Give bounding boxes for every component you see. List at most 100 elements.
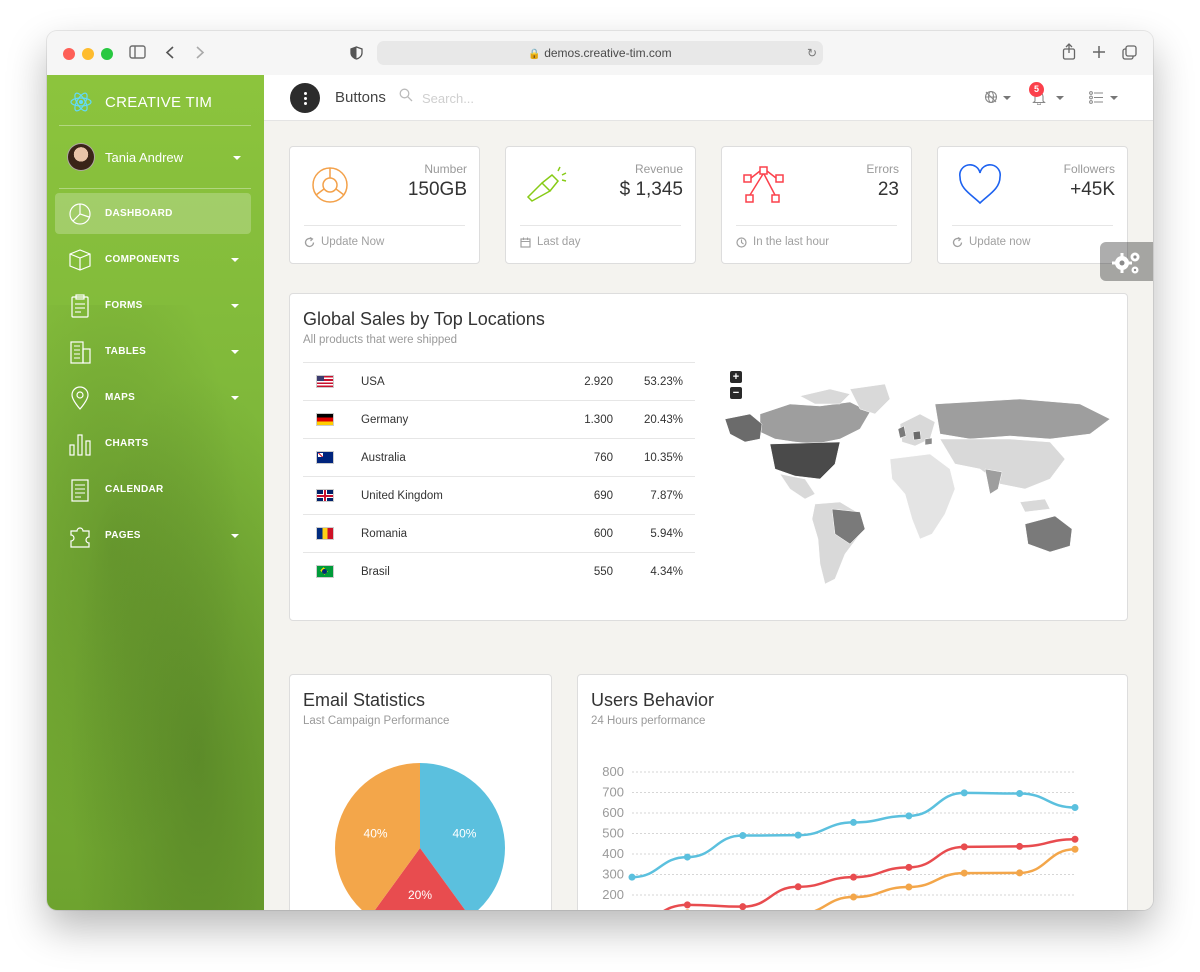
data-point: [1071, 803, 1079, 811]
stat-footer[interactable]: Update Now: [304, 236, 384, 248]
y-tick-label: 400: [602, 846, 624, 861]
country-cell: Australia: [361, 438, 531, 477]
sidebar-item-charts[interactable]: CHARTS: [55, 423, 251, 464]
world-map[interactable]: [720, 384, 1120, 594]
sidebar-item-pages[interactable]: PAGES: [55, 515, 251, 556]
y-tick-label: 600: [602, 805, 624, 820]
de-flag-icon: [316, 413, 334, 426]
sales-cell: 600: [531, 514, 613, 553]
map-region-arctic[interactable]: [799, 388, 851, 405]
map-region-brasil[interactable]: [831, 508, 866, 545]
calendar-icon: [520, 237, 531, 248]
circle-chart-icon: [312, 167, 348, 203]
map-region-india[interactable]: [984, 468, 1003, 495]
table-row: Germany 1.300 20.43%: [303, 400, 695, 439]
divider: [304, 225, 465, 226]
stat-footer[interactable]: In the last hour: [736, 236, 829, 248]
map-region-greenland[interactable]: [849, 384, 891, 415]
bar-chart-icon: [69, 434, 91, 456]
data-point: [960, 843, 968, 851]
reload-icon[interactable]: ↻: [806, 46, 817, 60]
country-cell: Germany: [361, 400, 531, 439]
y-tick-label: 200: [602, 887, 624, 902]
stat-card-revenue: Revenue $ 1,345 Last day: [505, 146, 696, 264]
stat-footer[interactable]: Update now: [952, 236, 1030, 248]
top-navbar: Buttons 5: [264, 75, 1153, 121]
sidebar-item-calendar[interactable]: CALENDAR: [55, 469, 251, 510]
map-region-canada[interactable]: [759, 401, 871, 445]
map-region-romania[interactable]: [924, 437, 933, 446]
user-menu[interactable]: Tania Andrew: [67, 143, 183, 171]
zoom-window-button[interactable]: [101, 48, 113, 60]
sidebar-item-components[interactable]: COMPONENTS: [55, 239, 251, 280]
clock-icon: [736, 236, 747, 248]
map-regions: [724, 384, 1111, 585]
refresh-icon: [304, 236, 315, 247]
y-tick-label: 500: [602, 826, 624, 841]
pie-slice-label: 20%: [408, 888, 432, 902]
email-statistics-card: Email Statistics Last Campaign Performan…: [289, 674, 552, 910]
data-point: [685, 909, 690, 910]
data-point: [739, 832, 747, 840]
stat-card-followers: Followers +45K Update now: [937, 146, 1128, 264]
data-point: [683, 853, 691, 861]
data-point: [1016, 869, 1024, 877]
notification-badge: 5: [1029, 82, 1044, 97]
new-tab-icon[interactable]: [1092, 45, 1106, 59]
shield-icon[interactable]: [350, 46, 363, 60]
table-row: Australia 760 10.35%: [303, 438, 695, 477]
settings-list-dropdown[interactable]: [1089, 89, 1119, 107]
map-region-australia[interactable]: [1024, 515, 1073, 553]
tab-overview-icon[interactable]: [1122, 45, 1138, 61]
stat-value: $ 1,345: [619, 179, 683, 200]
globe-icon: [984, 90, 998, 104]
forward-icon[interactable]: [195, 45, 205, 60]
sales-cell: 1.300: [531, 400, 613, 439]
map-zoom-in-button[interactable]: +: [730, 371, 742, 383]
country-cell: Romania: [361, 514, 531, 553]
refresh-icon: [952, 236, 963, 247]
sidebar-item-tables[interactable]: TABLES: [55, 331, 251, 372]
share-icon[interactable]: [1062, 43, 1076, 61]
map-region-usa[interactable]: [769, 441, 841, 480]
address-bar[interactable]: 🔒 demos.creative-tim.com ↻: [377, 41, 823, 65]
map-region-uk[interactable]: [897, 425, 907, 439]
page-title[interactable]: Buttons: [335, 89, 386, 106]
gb-flag-icon: [316, 489, 334, 502]
sidebar-item-label: COMPONENTS: [105, 254, 180, 265]
notes-icon: [71, 479, 89, 502]
sales-cell: 2.920: [531, 362, 613, 401]
map-region-russia[interactable]: [934, 398, 1111, 440]
minimize-window-button[interactable]: [82, 48, 94, 60]
sidebar-minimize-button[interactable]: [290, 83, 320, 113]
dashboard-dropdown[interactable]: [984, 89, 1012, 107]
stat-footer[interactable]: Last day: [520, 236, 580, 248]
divider: [952, 225, 1113, 226]
sidebar-toggle-icon[interactable]: [129, 45, 147, 60]
close-window-button[interactable]: [63, 48, 75, 60]
sidebar-item-label: CALENDAR: [105, 484, 164, 495]
map-region-alaska[interactable]: [724, 413, 763, 443]
brand-logo[interactable]: CREATIVE TIM: [69, 91, 212, 113]
sidebar-item-maps[interactable]: MAPS: [55, 377, 251, 418]
data-point: [1071, 835, 1079, 843]
map-region-germany[interactable]: [912, 430, 922, 441]
back-icon[interactable]: [165, 45, 175, 60]
sidebar-item-forms[interactable]: FORMS: [55, 285, 251, 326]
map-region-mexico[interactable]: [779, 473, 816, 500]
card-subtitle: Last Campaign Performance: [303, 715, 450, 727]
map-region-indonesia[interactable]: [1019, 498, 1051, 513]
user-menu-caret-icon[interactable]: [233, 156, 241, 160]
sidebar-item-dashboard[interactable]: DASHBOARD: [55, 193, 251, 234]
pie-slice-label: 40%: [452, 827, 476, 841]
map-region-asia[interactable]: [939, 438, 1066, 490]
card-title: Email Statistics: [303, 690, 426, 710]
stat-label: Followers: [1063, 162, 1115, 176]
map-region-africa[interactable]: [889, 453, 956, 540]
chevron-down-icon: [231, 304, 239, 308]
fixed-plugin-settings-button[interactable]: [1100, 242, 1153, 281]
divider: [736, 225, 897, 226]
search-input[interactable]: [420, 87, 574, 109]
map-zoom-out-button[interactable]: −: [730, 387, 742, 399]
